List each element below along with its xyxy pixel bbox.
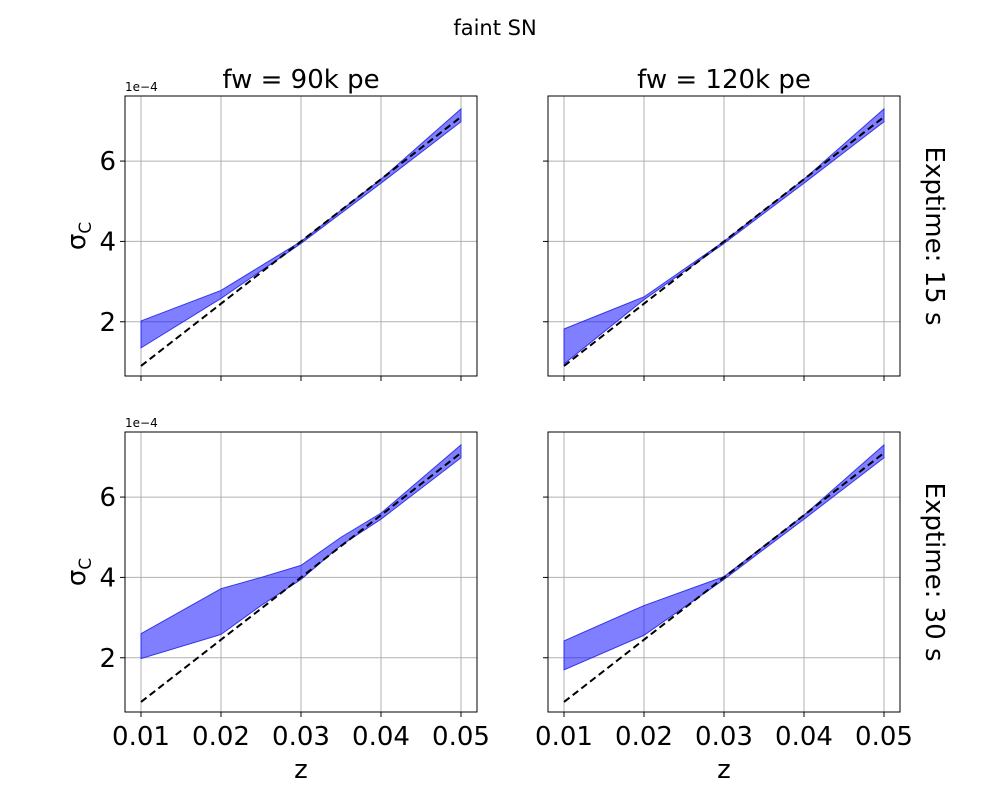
y-axis-label: σC — [62, 222, 96, 250]
y-tick-label-1: 2 — [99, 644, 116, 674]
column-title-90k: fw = 90k pe — [222, 65, 379, 95]
y-axis-label-symbol: σ — [62, 234, 92, 250]
subplot-2 — [543, 95, 901, 381]
x-tick-label-5: 0.05 — [432, 722, 490, 752]
uncertainty-band — [563, 443, 885, 671]
reference-line — [140, 452, 462, 703]
subplot-4: 0.01 0.02 0.03 0.04 0.05 z — [535, 431, 913, 785]
row-title-30s: Exptime: 30 s — [919, 483, 949, 662]
y-axis-label: σC — [62, 558, 96, 586]
y-axis-label-subscript: C — [76, 558, 96, 570]
y-tick-label-2: 4 — [99, 563, 116, 593]
x-tick-label-3: 0.03 — [695, 722, 753, 752]
row-title-15s: Exptime: 15 s — [919, 147, 949, 326]
column-title-120k: fw = 120k pe — [637, 65, 811, 95]
y-axis-label-subscript: C — [76, 222, 96, 234]
x-tick-label-4: 0.04 — [352, 722, 410, 752]
x-tick-label-1: 0.01 — [112, 722, 170, 752]
figure-title: faint SN — [453, 16, 536, 40]
uncertainty-band — [140, 443, 462, 660]
y-offset-text: 1e−4 — [125, 416, 158, 430]
y-tick-label-3: 6 — [99, 483, 116, 513]
x-tick-label-2: 0.02 — [615, 722, 673, 752]
y-tick-label-2: 4 — [99, 227, 116, 257]
subplot-3: 0.01 0.02 0.03 0.04 0.05 z 2 4 6 1e−4 σC — [62, 416, 490, 785]
x-tick-label-3: 0.03 — [272, 722, 330, 752]
y-axis-label-symbol: σ — [62, 570, 92, 586]
reference-line — [563, 452, 885, 703]
uncertainty-band — [563, 107, 885, 365]
x-tick-label-1: 0.01 — [535, 722, 593, 752]
reference-line — [140, 116, 462, 367]
x-axis-label: z — [717, 755, 731, 785]
x-tick-label-4: 0.04 — [775, 722, 833, 752]
uncertainty-band — [140, 107, 462, 349]
x-axis-label: z — [294, 755, 308, 785]
y-offset-text: 1e−4 — [125, 80, 158, 94]
x-tick-label-2: 0.02 — [192, 722, 250, 752]
y-tick-label-3: 6 — [99, 147, 116, 177]
reference-line — [563, 116, 885, 367]
subplot-1: 2 4 6 1e−4 σC — [62, 80, 478, 381]
x-tick-label-5: 0.05 — [855, 722, 913, 752]
y-tick-label-1: 2 — [99, 308, 116, 338]
